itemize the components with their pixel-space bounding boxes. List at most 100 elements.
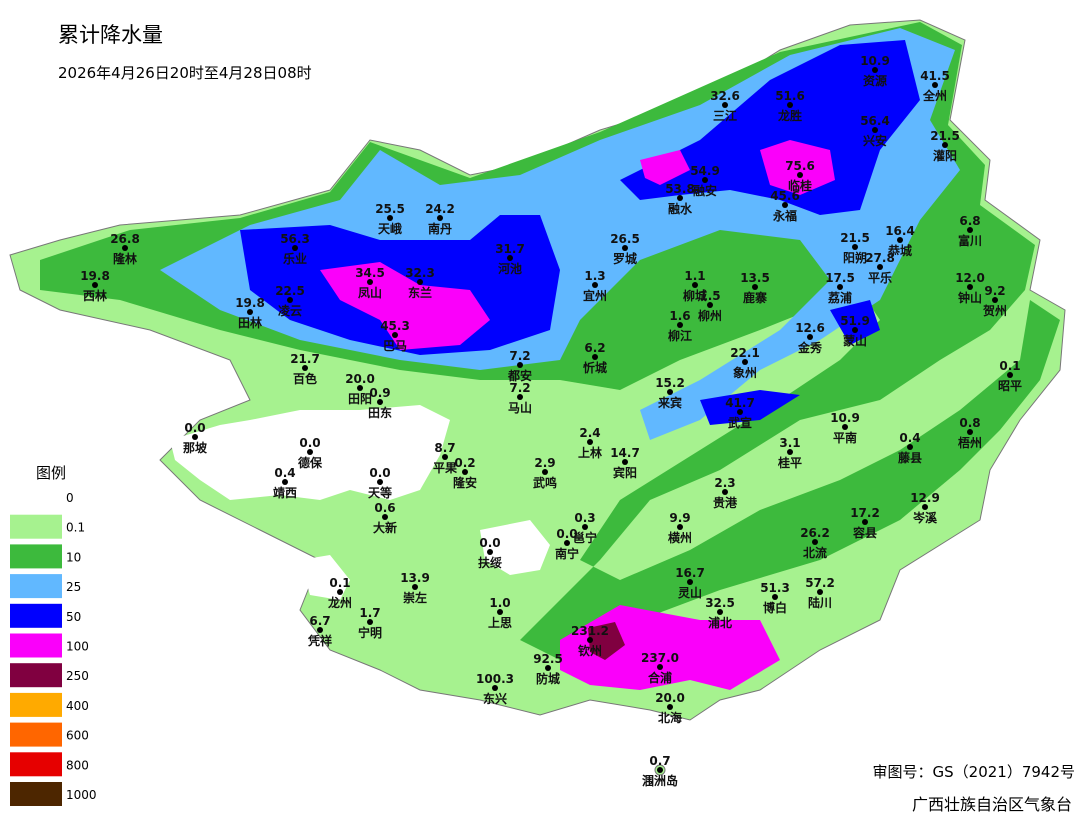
legend-swatch (10, 485, 62, 509)
station-dot (787, 449, 793, 455)
station-dot (737, 409, 743, 415)
station-dot (837, 284, 843, 290)
station-value: 16.7 (675, 566, 705, 580)
station-name: 象州 (733, 365, 757, 380)
station-dot (622, 459, 628, 465)
station-value: 7.2 (509, 381, 530, 395)
station-value: 6.8 (959, 214, 980, 228)
legend-label: 100 (66, 640, 89, 654)
approval-number: 审图号：GS（2021）7942号 (873, 763, 1076, 781)
station-value: 54.9 (690, 164, 720, 178)
station-dot (587, 439, 593, 445)
station-dot (545, 665, 551, 671)
station-value: 10.9 (830, 411, 860, 425)
legend-label: 0.1 (66, 521, 85, 535)
station-value: 19.8 (80, 269, 110, 283)
station-value: 1.7 (359, 606, 380, 620)
station-dot (1007, 372, 1013, 378)
station-value: 27.8 (865, 251, 895, 265)
station-value: 0.6 (374, 501, 395, 515)
station-value: 51.6 (775, 89, 805, 103)
station-name: 岑溪 (912, 510, 938, 525)
station-value: 0.1 (999, 359, 1020, 373)
station-dot (817, 589, 823, 595)
station-dot (92, 282, 98, 288)
station-dot (377, 399, 383, 405)
title: 累计降水量 (58, 23, 163, 47)
station-name: 兴安 (863, 133, 887, 148)
station-name: 平南 (833, 430, 857, 445)
station-name: 隆安 (453, 475, 477, 490)
station-name: 防城 (536, 671, 560, 686)
station-dot (307, 449, 313, 455)
station-name: 凤山 (358, 285, 382, 300)
station-dot (667, 704, 673, 710)
station-name: 临桂 (788, 178, 812, 193)
station-dot (462, 469, 468, 475)
station-dot (497, 609, 503, 615)
station-value: 1.6 (669, 309, 690, 323)
station-value: 0.8 (959, 416, 980, 430)
station-name: 德保 (298, 455, 323, 470)
legend-swatch (10, 514, 62, 539)
station-value: 7.2 (509, 349, 530, 363)
legend-label: 800 (66, 758, 89, 772)
station-value: 2.9 (534, 456, 555, 470)
station-value: 32.5 (705, 596, 735, 610)
station-dot (377, 479, 383, 485)
station-name: 东兰 (408, 285, 432, 300)
station-value: 22.1 (730, 346, 760, 360)
station-value: 8.7 (434, 441, 455, 455)
station-dot (592, 354, 598, 360)
station-dot (287, 297, 293, 303)
station-dot (622, 245, 628, 251)
legend-title: 图例 (36, 464, 66, 482)
station-dot (722, 102, 728, 108)
station-name: 武宣 (728, 415, 752, 430)
station-name: 融水 (668, 201, 693, 216)
station-name: 靖西 (273, 485, 297, 500)
station-dot (412, 584, 418, 590)
station-dot (852, 327, 858, 333)
station-name: 百色 (293, 371, 317, 386)
station-name: 崇左 (403, 590, 427, 605)
station-value: 3.1 (779, 436, 800, 450)
station-value: 21.5 (930, 129, 960, 143)
station-dot (967, 227, 973, 233)
no-rain-zone (170, 405, 550, 600)
station-value: 45.6 (770, 189, 800, 203)
station-value: 1.1 (684, 269, 705, 283)
station-dot (967, 284, 973, 290)
station-name: 河池 (497, 261, 522, 276)
station-name: 昭平 (998, 379, 1022, 393)
station-name: 灌阳 (932, 148, 957, 163)
map-base (9, 19, 1066, 776)
station-dot (752, 284, 758, 290)
station-dot (942, 142, 948, 148)
station-value: 0.0 (184, 421, 205, 435)
station-dot (707, 302, 713, 308)
station-value: 9.2 (984, 284, 1005, 298)
station-name: 藤县 (897, 450, 922, 465)
station-name: 恭城 (887, 243, 912, 258)
station-value: 2.3 (714, 476, 735, 490)
station-name: 涠洲岛 (642, 773, 678, 788)
station-dot (807, 334, 813, 340)
station-dot (192, 434, 198, 440)
station-name: 横州 (668, 530, 692, 545)
station-dot (437, 215, 443, 221)
station-dot (517, 362, 523, 368)
station-value: 51.3 (760, 581, 790, 595)
station-name: 隆林 (113, 251, 137, 266)
station-name: 龙胜 (778, 108, 802, 123)
station-value: 0.3 (574, 511, 595, 525)
station-value: 31.7 (495, 242, 525, 256)
station-value: 41.5 (920, 69, 950, 83)
station-name: 都安 (507, 368, 532, 383)
station-value: 26.5 (610, 232, 640, 246)
station-value: 14.7 (610, 446, 640, 460)
station-name: 柳城 (683, 288, 707, 303)
station-dot (367, 619, 373, 625)
station-value: 21.5 (840, 231, 870, 245)
station-value: 100.3 (476, 672, 514, 686)
